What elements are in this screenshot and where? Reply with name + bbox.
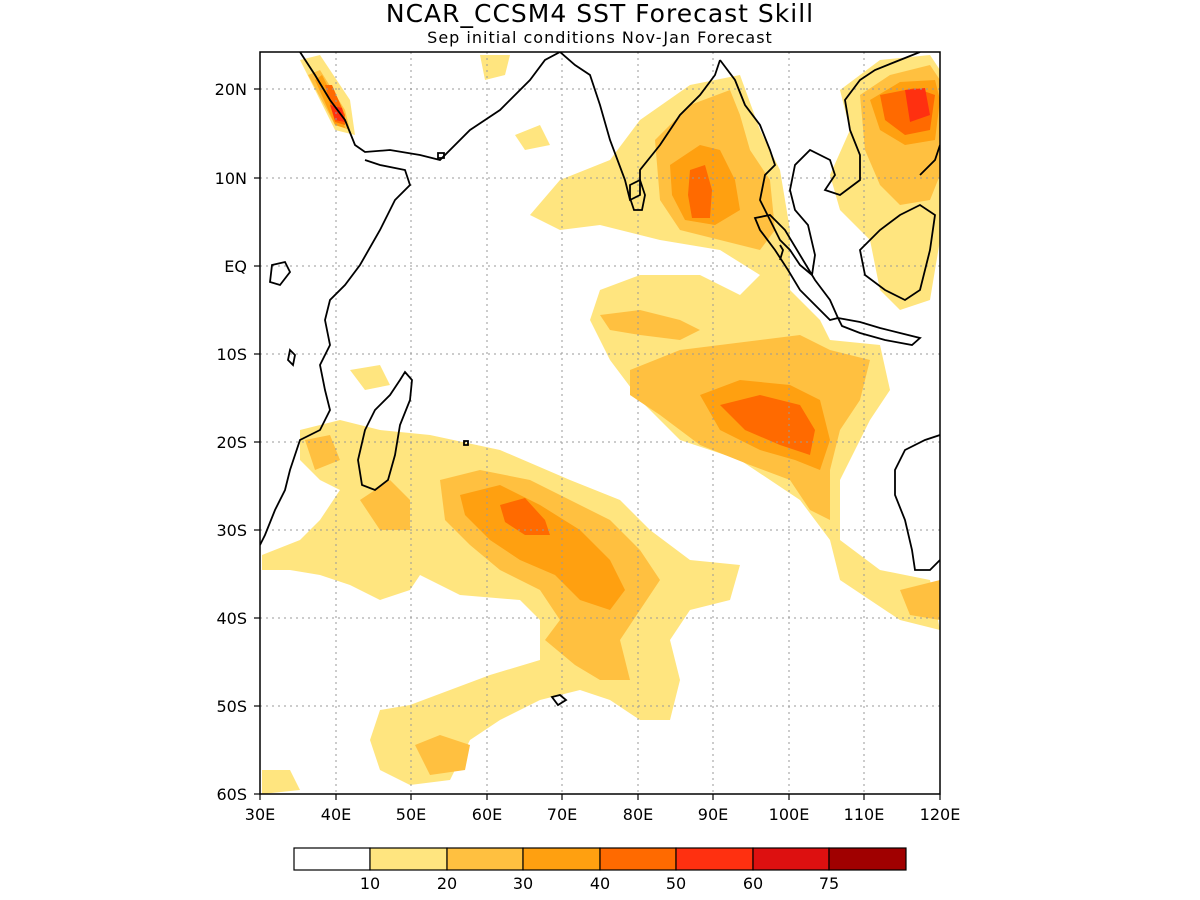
colorbar-swatch — [446, 847, 524, 871]
colorbar-swatch — [675, 847, 754, 871]
lat-label: 60S — [216, 785, 247, 804]
skill-shading — [262, 55, 940, 794]
lon-label: 60E — [472, 805, 502, 824]
colorbar-swatch — [752, 847, 830, 871]
colorbar-swatch — [522, 847, 601, 871]
maldives-island — [437, 152, 445, 159]
colorbar-label: 40 — [590, 874, 610, 893]
lat-label: EQ — [224, 257, 247, 276]
lat-label: 40S — [216, 609, 247, 628]
map-subtitle: Sep initial conditions Nov-Jan Forecast — [427, 28, 773, 47]
arabia-coast — [299, 52, 561, 161]
grid-lines — [260, 52, 940, 794]
lon-label: 120E — [920, 805, 961, 824]
colorbar-swatch — [369, 847, 448, 871]
sumatra-coast — [753, 214, 840, 321]
colorbar-label: 75 — [819, 874, 839, 893]
colorbar-swatch — [828, 847, 907, 871]
lat-label: 10S — [216, 345, 247, 364]
madagascar-coast — [357, 370, 413, 492]
lat-label: 50S — [216, 697, 247, 716]
axis-ticks — [254, 88, 941, 800]
lat-labels: 20N 10N EQ 10S 20S 30S 40S 50S 60S — [215, 80, 247, 804]
east-africa-coast — [260, 159, 412, 546]
java-coast — [836, 316, 922, 346]
lon-label: 100E — [769, 805, 810, 824]
lat-label: 20N — [215, 80, 247, 99]
colorbar-label: 30 — [513, 874, 533, 893]
myanmar-malay-coast — [719, 52, 921, 277]
andaman-island — [779, 244, 784, 261]
kerguelen-island — [550, 694, 568, 707]
comoros-island — [287, 348, 296, 367]
colorbar-label: 20 — [437, 874, 457, 893]
map-title: NCAR_CCSM4 SST Forecast Skill — [385, 0, 815, 28]
coastlines — [260, 52, 940, 707]
australia-coast — [894, 434, 940, 571]
colorbar-label: 50 — [666, 874, 686, 893]
lon-label: 30E — [245, 805, 275, 824]
lon-label: 80E — [623, 805, 653, 824]
lon-labels: 30E 40E 50E 60E 70E 80E 90E 100E 110E 12… — [245, 805, 961, 824]
sri-lanka-coast — [629, 178, 646, 211]
mauritius-island — [463, 440, 469, 446]
colorbar-label: 10 — [360, 874, 380, 893]
lon-label: 50E — [396, 805, 426, 824]
lat-label: 10N — [215, 169, 247, 188]
india-coast — [559, 52, 721, 202]
seychelles-island — [269, 260, 292, 287]
lat-label: 30S — [216, 521, 247, 540]
borneo-coast — [859, 203, 936, 302]
colorbar-label: 60 — [743, 874, 763, 893]
colorbar: 10 20 30 40 50 60 75 — [293, 847, 907, 893]
indochina-coast — [919, 144, 940, 176]
lon-label: 90E — [698, 805, 728, 824]
lon-label: 40E — [321, 805, 351, 824]
colorbar-swatch — [599, 847, 677, 871]
skill-level-50-60 — [330, 88, 930, 122]
plot-frame — [259, 51, 941, 795]
colorbar-swatch — [293, 847, 371, 871]
lon-label: 70E — [547, 805, 577, 824]
lon-label: 110E — [844, 805, 885, 824]
lat-label: 20S — [216, 433, 247, 452]
